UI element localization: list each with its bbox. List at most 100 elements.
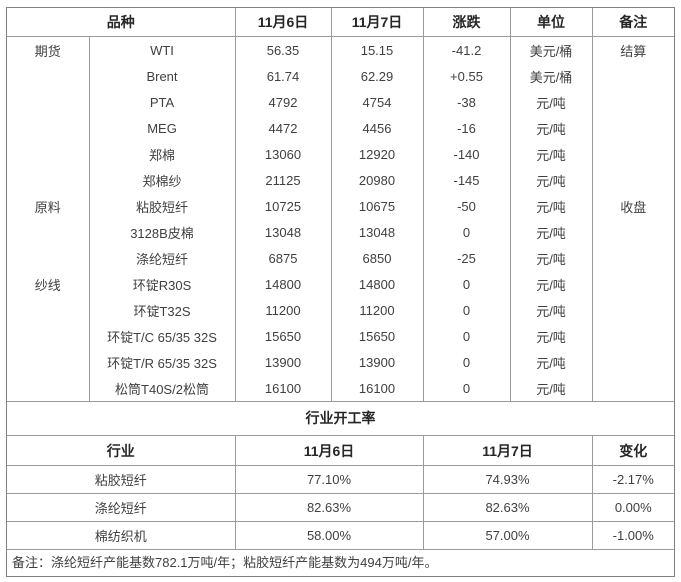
price-table-body: 期货 WTI 56.35 15.15 -41.2 美元/桶 结算 Brent 6… (7, 36, 674, 401)
variety-cell: 环锭T/R 65/35 32S (89, 349, 236, 375)
day2-value-cell: 11200 (331, 297, 424, 323)
unit-cell: 元/吨 (510, 245, 593, 271)
price-row: 期货 WTI 56.35 15.15 -41.2 美元/桶 结算 (7, 36, 674, 63)
price-row: 环锭T32S 11200 11200 0 元/吨 (7, 297, 674, 323)
price-row: 原料 粘胶短纤 10725 10675 -50 元/吨 收盘 (7, 193, 674, 219)
operating-rate-header-row: 行业 11月6日 11月7日 变化 (7, 436, 674, 466)
operating-rate-row: 棉纺织机 58.00% 57.00% -1.00% (7, 521, 674, 550)
unit-cell: 元/吨 (510, 89, 593, 115)
unit-cell: 元/吨 (510, 271, 593, 297)
note-cell (592, 63, 674, 89)
change-value-cell: -145 (423, 167, 511, 193)
day2-value-cell: 15650 (331, 323, 424, 349)
variety-cell: MEG (89, 115, 236, 141)
note-cell (592, 271, 674, 297)
day1-value-cell: 11200 (235, 297, 332, 323)
variety-cell: 环锭T32S (89, 297, 236, 323)
day1-value-cell: 13048 (235, 219, 332, 245)
variety-cell: 粘胶短纤 (89, 193, 236, 219)
note-cell (592, 141, 674, 167)
section-title-operating-rate: 行业开工率 (7, 401, 674, 436)
operating-rate-body: 粘胶短纤 77.10% 74.93% -2.17% 涤纶短纤 82.63% 82… (7, 465, 674, 550)
change-value-cell: 0 (423, 219, 511, 245)
day1-value-cell: 61.74 (235, 63, 332, 89)
day2-value-cell: 13900 (331, 349, 424, 375)
change-value-cell: 0 (423, 375, 511, 401)
change-value-cell: -50 (423, 193, 511, 219)
price-row: 涤纶短纤 6875 6850 -25 元/吨 (7, 245, 674, 271)
day1-value-cell: 4792 (235, 89, 332, 115)
rate-change-cell: -1.00% (592, 521, 674, 550)
group-label-cell: 期货 (7, 36, 90, 63)
day2-value-cell: 20980 (331, 167, 424, 193)
rate-day1-cell: 77.10% (235, 465, 424, 494)
rate-day1-cell: 58.00% (235, 521, 424, 550)
daily-report-sheet: 品种 11月6日 11月7日 涨跌 单位 备注 期货 WTI 56.35 15.… (6, 7, 675, 577)
price-row: 郑棉 13060 12920 -140 元/吨 (7, 141, 674, 167)
col-header-day1: 11月6日 (235, 8, 332, 37)
price-row: 郑棉纱 21125 20980 -145 元/吨 (7, 167, 674, 193)
day1-value-cell: 16100 (235, 375, 332, 401)
day1-value-cell: 21125 (235, 167, 332, 193)
col-header-note: 备注 (592, 8, 674, 37)
change-value-cell: -38 (423, 89, 511, 115)
day2-value-cell: 6850 (331, 245, 424, 271)
change-value-cell: -25 (423, 245, 511, 271)
group-label-cell (7, 219, 90, 245)
change-value-cell: -16 (423, 115, 511, 141)
group-label-cell (7, 89, 90, 115)
unit-cell: 元/吨 (510, 193, 593, 219)
unit-cell: 美元/桶 (510, 36, 593, 63)
variety-cell: Brent (89, 63, 236, 89)
change-value-cell: +0.55 (423, 63, 511, 89)
change-value-cell: 0 (423, 323, 511, 349)
rate-day1-cell: 82.63% (235, 493, 424, 522)
unit-cell: 元/吨 (510, 297, 593, 323)
operating-rate-row: 涤纶短纤 82.63% 82.63% 0.00% (7, 493, 674, 522)
note-cell (592, 245, 674, 271)
change-value-cell: -140 (423, 141, 511, 167)
variety-cell: 郑棉 (89, 141, 236, 167)
group-label-cell (7, 297, 90, 323)
day1-value-cell: 10725 (235, 193, 332, 219)
unit-cell: 美元/桶 (510, 63, 593, 89)
unit-cell: 元/吨 (510, 167, 593, 193)
group-label-cell (7, 167, 90, 193)
change-value-cell: 0 (423, 349, 511, 375)
operating-rate-row: 粘胶短纤 77.10% 74.93% -2.17% (7, 465, 674, 494)
variety-cell: 涤纶短纤 (89, 245, 236, 271)
note-cell (592, 297, 674, 323)
price-row: 松筒T40S/2松筒 16100 16100 0 元/吨 (7, 375, 674, 401)
variety-cell: 环锭R30S (89, 271, 236, 297)
day1-value-cell: 56.35 (235, 36, 332, 63)
price-row: PTA 4792 4754 -38 元/吨 (7, 89, 674, 115)
group-label-cell (7, 349, 90, 375)
unit-cell: 元/吨 (510, 323, 593, 349)
unit-cell: 元/吨 (510, 219, 593, 245)
industry-cell: 粘胶短纤 (7, 465, 236, 494)
day1-value-cell: 15650 (235, 323, 332, 349)
group-label-cell (7, 323, 90, 349)
change-value-cell: -41.2 (423, 36, 511, 63)
day2-value-cell: 62.29 (331, 63, 424, 89)
day2-value-cell: 13048 (331, 219, 424, 245)
price-row: 环锭T/C 65/35 32S 15650 15650 0 元/吨 (7, 323, 674, 349)
price-row: Brent 61.74 62.29 +0.55 美元/桶 (7, 63, 674, 89)
price-row: 环锭T/R 65/35 32S 13900 13900 0 元/吨 (7, 349, 674, 375)
day1-value-cell: 6875 (235, 245, 332, 271)
rate-day2-cell: 74.93% (423, 465, 593, 494)
note-cell (592, 115, 674, 141)
note-cell (592, 219, 674, 245)
unit-cell: 元/吨 (510, 115, 593, 141)
day2-value-cell: 4456 (331, 115, 424, 141)
price-row: 纱线 环锭R30S 14800 14800 0 元/吨 (7, 271, 674, 297)
rate-change-cell: -2.17% (592, 465, 674, 494)
day2-value-cell: 15.15 (331, 36, 424, 63)
note-cell (592, 89, 674, 115)
col-header-day2: 11月7日 (331, 8, 424, 37)
col-header-industry: 行业 (7, 436, 236, 466)
day2-value-cell: 12920 (331, 141, 424, 167)
price-table-header-row: 品种 11月6日 11月7日 涨跌 单位 备注 (7, 8, 674, 37)
day2-value-cell: 10675 (331, 193, 424, 219)
rate-day2-cell: 82.63% (423, 493, 593, 522)
